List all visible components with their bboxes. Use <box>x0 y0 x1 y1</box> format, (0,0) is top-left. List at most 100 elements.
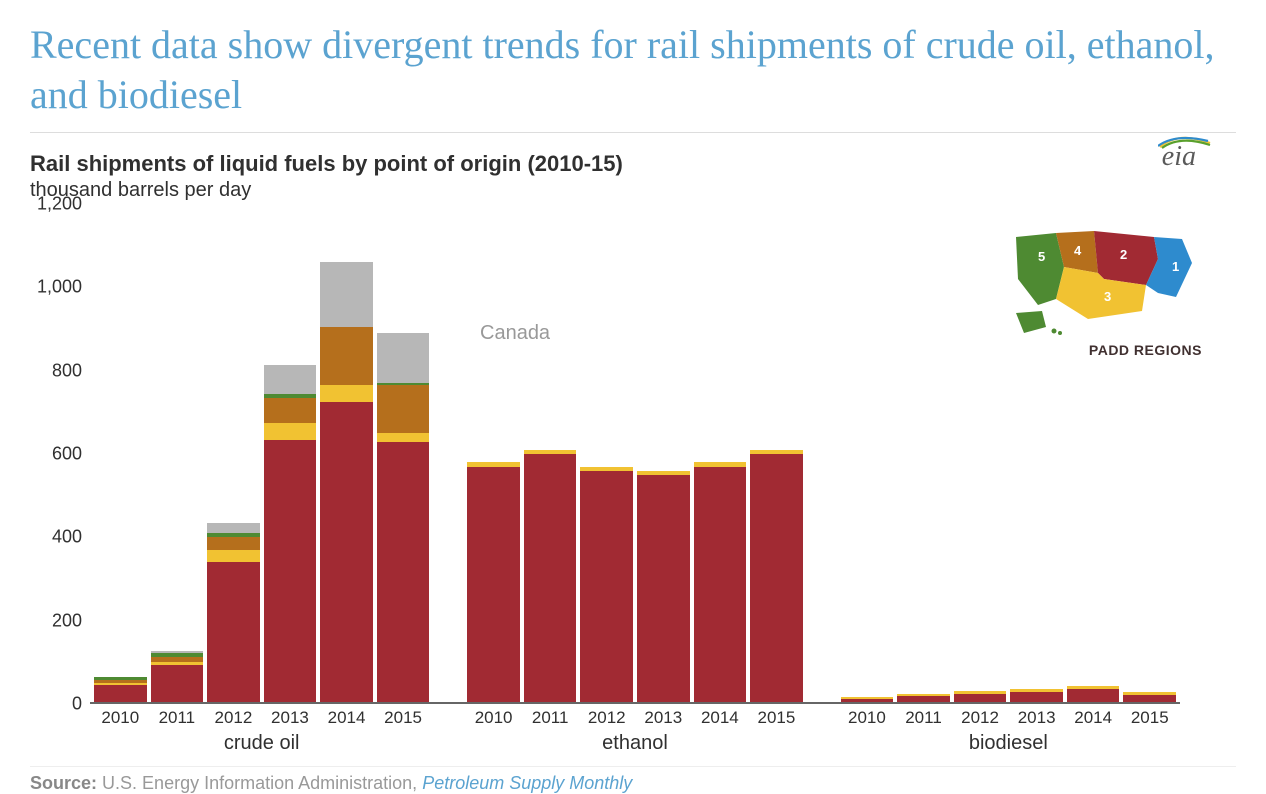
panel-title: ethanol <box>463 732 806 755</box>
chart-subtitle: thousand barrels per day <box>30 179 1236 202</box>
divider <box>30 132 1236 133</box>
page-title: Recent data show divergent trends for ra… <box>30 20 1236 120</box>
x-tick-label: 2014 <box>320 708 373 728</box>
bar <box>954 691 1007 702</box>
bar-segment-padd3 <box>377 433 430 441</box>
canada-annotation: Canada <box>480 322 550 345</box>
x-tick-label: 2010 <box>841 708 894 728</box>
bar <box>841 697 894 702</box>
bar-segment-canada <box>377 333 430 383</box>
y-tick-label: 600 <box>52 444 82 465</box>
bar-segment-padd2 <box>264 440 317 703</box>
bar-segment-padd4 <box>377 385 430 433</box>
x-tick-label: 2011 <box>151 708 204 728</box>
x-tick-label: 2013 <box>264 708 317 728</box>
x-tick-label: 2015 <box>1123 708 1176 728</box>
bars-row <box>841 204 1176 702</box>
bar-segment-padd2 <box>151 665 204 703</box>
bar-segment-padd2 <box>750 454 803 702</box>
panel-title: crude oil <box>90 732 433 755</box>
panel-biodiesel: 201020112012201320142015biodiesel <box>837 204 1180 702</box>
panel-crude-oil: 201020112012201320142015crude oil <box>90 204 433 702</box>
source-line: Source: U.S. Energy Information Administ… <box>30 766 1236 794</box>
eia-logo: eia <box>1162 141 1196 173</box>
bar-segment-padd4 <box>320 327 373 385</box>
bar <box>580 467 633 702</box>
bar <box>207 523 260 702</box>
x-tick-label: 2013 <box>637 708 690 728</box>
bar-segment-padd2 <box>1123 695 1176 703</box>
bar-segment-padd4 <box>264 398 317 423</box>
bar-segment-padd2 <box>1067 689 1120 702</box>
bar <box>94 677 147 702</box>
x-tick-label: 2015 <box>377 708 430 728</box>
x-tick-label: 2010 <box>94 708 147 728</box>
bar-segment-padd2 <box>467 467 520 702</box>
panel-title: biodiesel <box>837 732 1180 755</box>
bar <box>467 462 520 702</box>
x-tick-label: 2015 <box>750 708 803 728</box>
y-tick-label: 1,200 <box>37 194 82 215</box>
bar-segment-padd2 <box>841 699 894 702</box>
bar <box>1067 686 1120 702</box>
bar-segment-padd4 <box>207 537 260 550</box>
x-tick-label: 2011 <box>897 708 950 728</box>
x-labels: 201020112012201320142015 <box>841 708 1176 728</box>
bars-row <box>467 204 802 702</box>
bar-segment-canada <box>207 523 260 533</box>
bar <box>377 333 430 702</box>
x-tick-label: 2012 <box>580 708 633 728</box>
bar <box>1010 689 1063 702</box>
panel-ethanol: 201020112012201320142015ethanol <box>463 204 806 702</box>
bars-row <box>94 204 429 702</box>
x-tick-label: 2014 <box>694 708 747 728</box>
bar-segment-padd2 <box>694 467 747 702</box>
bar-segment-padd3 <box>207 550 260 563</box>
y-tick-label: 200 <box>52 610 82 631</box>
eia-swoosh-icon <box>1158 135 1212 149</box>
bar-segment-padd2 <box>524 454 577 702</box>
x-tick-label: 2012 <box>207 708 260 728</box>
bar-segment-padd2 <box>580 471 633 702</box>
bar-segment-canada <box>320 262 373 327</box>
bar-segment-canada <box>264 365 317 394</box>
chart-container: Rail shipments of liquid fuels by point … <box>30 151 1236 794</box>
x-tick-label: 2014 <box>1067 708 1120 728</box>
bar-segment-padd2 <box>637 475 690 702</box>
bar-segment-padd2 <box>954 694 1007 702</box>
x-tick-label: 2013 <box>1010 708 1063 728</box>
bar <box>264 365 317 702</box>
bar-segment-padd2 <box>377 442 430 702</box>
bar-segment-padd3 <box>320 385 373 402</box>
bar-segment-padd2 <box>207 562 260 702</box>
y-tick-label: 400 <box>52 527 82 548</box>
bar-segment-padd2 <box>897 696 950 702</box>
plot: 201020112012201320142015crude oil2010201… <box>90 204 1180 704</box>
y-tick-label: 0 <box>72 694 82 715</box>
source-prefix: Source: <box>30 773 97 793</box>
x-tick-label: 2011 <box>524 708 577 728</box>
x-labels: 201020112012201320142015 <box>94 708 429 728</box>
bar-segment-padd3 <box>264 423 317 440</box>
bar-segment-padd2 <box>1010 692 1063 702</box>
source-text: U.S. Energy Information Administration, <box>102 773 417 793</box>
bar <box>750 450 803 702</box>
y-tick-label: 800 <box>52 360 82 381</box>
bar <box>637 471 690 702</box>
bar <box>897 694 950 702</box>
panels-row: 201020112012201320142015crude oil2010201… <box>90 204 1180 702</box>
chart-title: Rail shipments of liquid fuels by point … <box>30 151 1236 177</box>
bar <box>524 450 577 702</box>
bar-segment-padd2 <box>320 402 373 702</box>
bar <box>151 651 204 702</box>
bar <box>320 262 373 702</box>
plot-area: 02004006008001,0001,200 2010201120122013… <box>30 204 1180 724</box>
bar <box>694 462 747 702</box>
x-tick-label: 2010 <box>467 708 520 728</box>
y-tick-label: 1,000 <box>37 277 82 298</box>
source-link[interactable]: Petroleum Supply Monthly <box>422 773 632 793</box>
y-axis: 02004006008001,0001,200 <box>30 204 90 704</box>
bar <box>1123 692 1176 702</box>
x-labels: 201020112012201320142015 <box>467 708 802 728</box>
x-tick-label: 2012 <box>954 708 1007 728</box>
